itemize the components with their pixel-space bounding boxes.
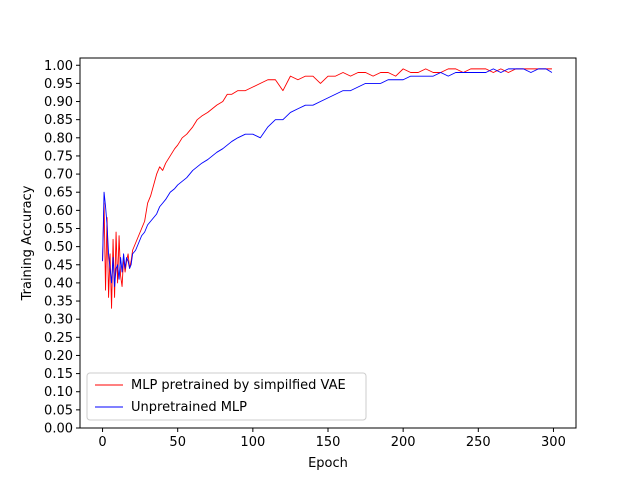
- y-tick-label: 0.40: [44, 276, 73, 291]
- y-axis-label: Training Accuracy: [20, 185, 35, 301]
- y-tick-label: 0.85: [44, 113, 73, 128]
- x-tick-label: 50: [169, 435, 186, 450]
- y-tick-label: 0.30: [44, 313, 73, 328]
- y-axis-ticks: 0.00 0.05 0.10 0.15 0.20 0.25 0.30 0.35 0.40 0.45…: [44, 59, 80, 437]
- y-tick-label: 0.75: [44, 149, 73, 164]
- legend-label-unpretrained: Unpretrained MLP: [131, 400, 247, 415]
- y-tick-label: 0.05: [44, 403, 73, 418]
- y-tick-label: 0.95: [44, 77, 73, 92]
- x-tick-label: 100: [240, 435, 265, 450]
- x-tick-label: 250: [466, 435, 491, 450]
- x-tick-label: 0: [98, 435, 106, 450]
- y-tick-label: 0.60: [44, 204, 73, 219]
- y-tick-label: 0.15: [44, 367, 73, 382]
- y-tick-label: 0.80: [44, 131, 73, 146]
- y-tick-label: 0.70: [44, 168, 73, 183]
- legend-label-vae: MLP pretrained by simpilfied VAE: [131, 378, 346, 393]
- y-tick-label: 0.45: [44, 258, 73, 273]
- y-tick-label: 0.50: [44, 240, 73, 255]
- y-tick-label: 1.00: [44, 59, 73, 74]
- legend: MLP pretrained by simpilfied VAE Unpretr…: [86, 372, 367, 421]
- plot-lines: [102, 68, 553, 309]
- x-tick-label: 200: [391, 435, 416, 450]
- y-tick-label: 0.25: [44, 331, 73, 346]
- series-line-1: [102, 68, 553, 287]
- y-tick-label: 0.20: [44, 349, 73, 364]
- y-tick-label: 0.35: [44, 295, 73, 310]
- y-tick-label: 0.90: [44, 95, 73, 110]
- x-axis-label: Epoch: [308, 456, 348, 471]
- y-tick-label: 0.00: [44, 422, 73, 437]
- y-tick-label: 0.10: [44, 385, 73, 400]
- y-tick-label: 0.55: [44, 222, 73, 237]
- legend-box: [86, 372, 367, 421]
- x-tick-label: 150: [316, 435, 341, 450]
- y-tick-label: 0.65: [44, 186, 73, 201]
- x-tick-label: 300: [541, 435, 566, 450]
- x-axis-ticks: 0 50 100 150 200 250 300: [98, 428, 566, 450]
